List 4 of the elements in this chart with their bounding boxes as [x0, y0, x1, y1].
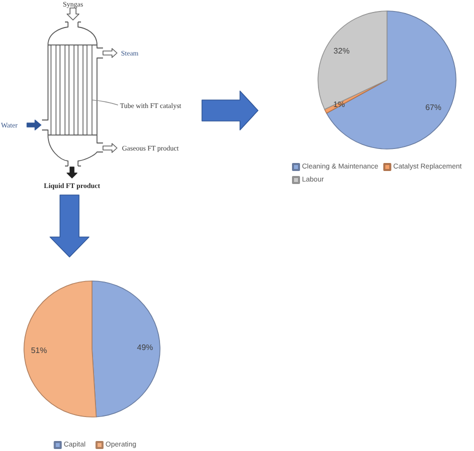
data-label: 49% [137, 342, 154, 352]
data-label: 51% [30, 346, 47, 356]
data-label: 67% [425, 102, 442, 112]
data-label: 32% [334, 46, 350, 56]
